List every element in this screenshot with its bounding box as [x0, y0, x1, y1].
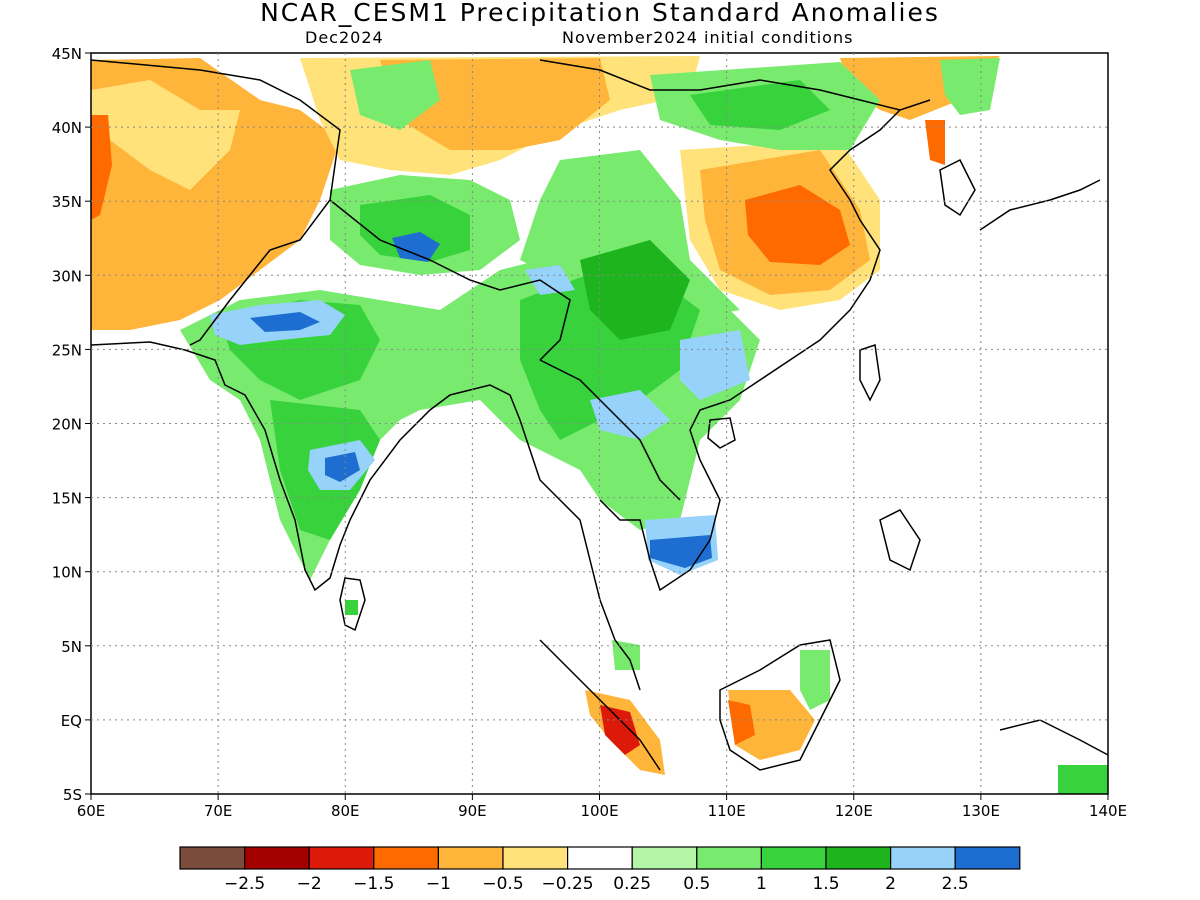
colorbar-swatch: [437, 846, 504, 870]
y-tick-label: 20N: [52, 416, 82, 434]
chart-title: NCAR_CESM1 Precipitation Standard Anomal…: [260, 0, 940, 27]
east-china-dry-core: [745, 185, 850, 265]
colorbar-label: 1: [756, 874, 767, 894]
y-tick-label: EQ: [61, 712, 82, 730]
colorbar-swatch: [631, 846, 698, 870]
ne-wet: [940, 58, 1000, 115]
colorbar-swatch: [825, 846, 892, 870]
north-dry: [380, 58, 610, 150]
initial-conditions: November2024 initial conditions: [562, 28, 854, 47]
colorbar-label: 1.5: [812, 874, 839, 894]
colorbar-swatch: [566, 846, 633, 870]
y-tick-label: 30N: [52, 267, 82, 285]
colorbar-swatch: [308, 846, 375, 870]
x-tick-label: 60E: [77, 802, 106, 820]
e-india-core: [325, 452, 360, 482]
colorbar-label: −0.5: [482, 874, 523, 894]
colorbar-label: 0.5: [683, 874, 710, 894]
nw-dry-core: [91, 115, 112, 220]
colorbar-label: −2: [297, 874, 322, 894]
colorbar-swatch: [696, 846, 762, 870]
colorbar-label: 2.5: [942, 874, 969, 894]
s-china-light-blue: [680, 330, 750, 400]
y-tick-label: 5S: [63, 786, 82, 804]
colorbar-label: −0.25: [542, 874, 594, 894]
colorbar-label: 0.25: [613, 874, 651, 894]
y-tick-label: 35N: [52, 193, 82, 211]
gridlines: [91, 53, 1108, 794]
tibet-core: [392, 232, 440, 262]
x-tick-label: 80E: [331, 802, 360, 820]
borneo-wet: [800, 650, 830, 710]
forecast-month: Dec2024: [305, 28, 384, 47]
x-tick-label: 110E: [708, 802, 746, 820]
x-tick-label: 90E: [458, 802, 487, 820]
mongolia-wet-core: [690, 80, 830, 130]
sumatra-dry-core: [600, 705, 640, 755]
colorbar-label: 2: [885, 874, 896, 894]
tibet-wet-core: [360, 195, 470, 262]
x-tick-label: 100E: [580, 802, 618, 820]
colorbar-swatch: [373, 846, 439, 870]
srilanka-wet: [345, 600, 358, 615]
colorbar-swatch: [179, 846, 246, 870]
colorbar-swatch: [244, 846, 310, 870]
colorbar-label: −1.5: [353, 874, 394, 894]
y-tick-label: 40N: [52, 119, 82, 137]
x-tick-label: 140E: [1089, 802, 1127, 820]
y-tick-label: 5N: [61, 638, 82, 656]
colorbar: −2.5 −2 −1.5 −1 −0.5 −0.25 0.25 0.5 1 1.5 2 2.5: [179, 846, 1021, 894]
y-tick-label: 15N: [52, 490, 82, 508]
x-tick-label: 120E: [835, 802, 873, 820]
x-tick-label: 70E: [204, 802, 233, 820]
nw-light-dry: [91, 80, 240, 190]
colorbar-swatch: [889, 846, 956, 870]
mongolia-west-wet: [350, 60, 440, 130]
s-china-wet-core: [580, 240, 690, 340]
y-tick-label: 45N: [52, 45, 82, 63]
latitude-labels: 5S EQ 5N 10N 15N 20N 25N 30N 35N 40N 45N: [52, 45, 91, 804]
y-tick-label: 25N: [52, 341, 82, 359]
korea-dry: [925, 120, 945, 165]
new-guinea-wet: [1058, 765, 1108, 794]
anomaly-field: [91, 56, 1108, 794]
y-tick-label: 10N: [52, 564, 82, 582]
coastline: [90, 59, 1109, 771]
colorbar-swatch: [502, 846, 569, 870]
colorbar-swatch: [760, 846, 827, 870]
vietnam-light-blue: [590, 390, 670, 440]
colorbar-label: −1: [426, 874, 451, 894]
colorbar-label: −2.5: [224, 874, 265, 894]
nw-india-core: [250, 312, 320, 332]
tibet-light-blue: [525, 265, 575, 295]
borneo-dry-core: [728, 700, 755, 745]
colorbar-swatch: [954, 846, 1021, 870]
x-tick-label: 130E: [962, 802, 1000, 820]
longitude-labels: 60E 70E 80E 90E 100E 110E 120E 130E 140E: [77, 794, 1127, 820]
